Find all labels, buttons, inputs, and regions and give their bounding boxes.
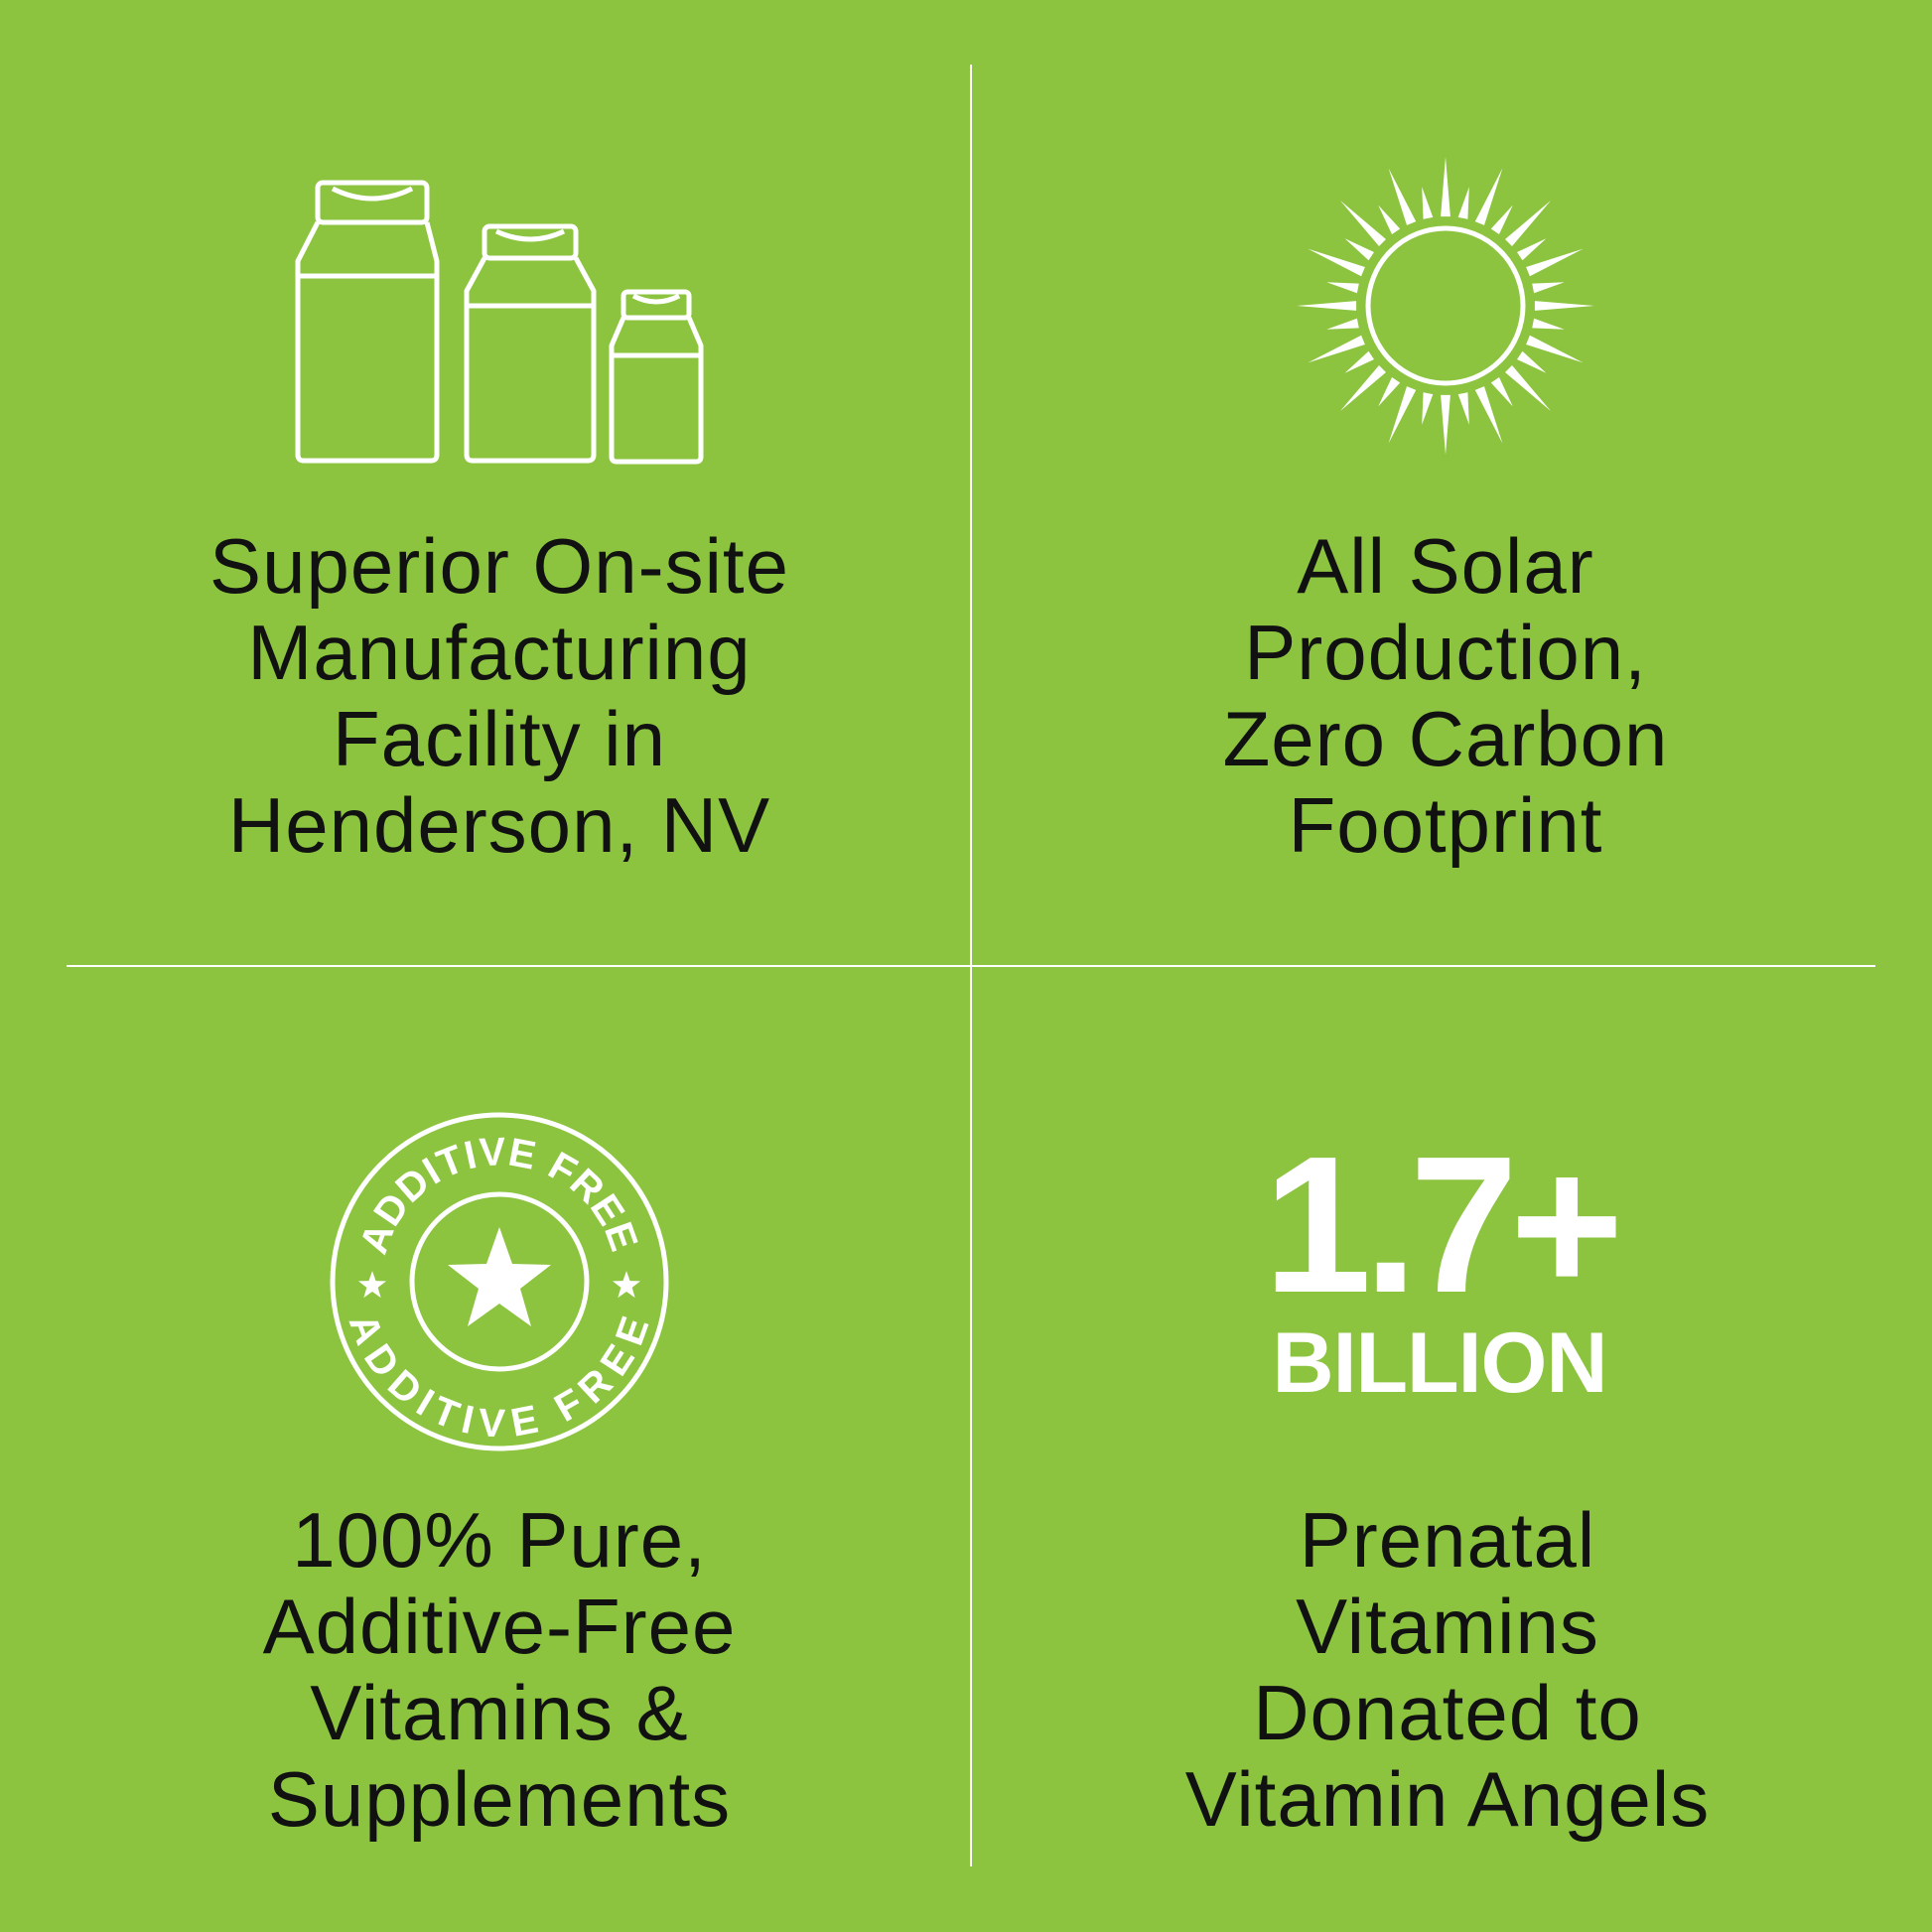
caption-line: Manufacturing bbox=[247, 609, 752, 696]
sun-ray bbox=[1339, 200, 1386, 246]
sun-ray bbox=[1378, 377, 1401, 407]
sun-ray bbox=[1474, 386, 1503, 444]
sun-ray bbox=[1297, 301, 1357, 311]
sun-ray bbox=[1339, 365, 1386, 412]
sun-ray bbox=[1457, 187, 1469, 219]
sun-ray bbox=[1422, 392, 1434, 425]
sun-ray bbox=[1422, 187, 1434, 219]
sun-ray bbox=[1505, 365, 1552, 412]
sun-ray bbox=[1388, 168, 1417, 225]
sun-ray bbox=[1308, 335, 1365, 363]
badge-text-bottom: ADDITIVE FREE bbox=[341, 1309, 656, 1447]
caption-line: Additive-Free bbox=[262, 1583, 737, 1670]
caption-line: Zero Carbon bbox=[1222, 695, 1669, 782]
sun-ray bbox=[1326, 282, 1359, 294]
sun-ray bbox=[1517, 350, 1547, 373]
caption-line: Vitamin Angels bbox=[1184, 1755, 1711, 1843]
sun-ray bbox=[1490, 377, 1513, 407]
sun-ray bbox=[1378, 205, 1401, 234]
sun-ray bbox=[1344, 238, 1374, 261]
sun-ray bbox=[1526, 248, 1584, 277]
caption-line: Henderson, NV bbox=[227, 781, 771, 869]
stat-value: 1.7+ bbox=[1263, 1116, 1624, 1333]
stat-unit: BILLION bbox=[1272, 1315, 1608, 1411]
sun-ray bbox=[1532, 282, 1565, 294]
manufacturing-caption: Superior On-site Manufacturing Facility … bbox=[53, 523, 946, 869]
caption-line: Prenatal bbox=[1299, 1496, 1596, 1584]
sun-ray bbox=[1388, 386, 1417, 444]
sun-ray bbox=[1457, 392, 1469, 425]
caption-line: All Solar bbox=[1297, 522, 1594, 610]
additive-free-caption: 100% Pure, Additive-Free Vitamins & Supp… bbox=[53, 1497, 946, 1843]
sun-ray bbox=[1526, 335, 1584, 363]
sun-icon bbox=[1297, 157, 1594, 455]
sun-ray bbox=[1532, 318, 1565, 330]
caption-line: Superior On-site bbox=[209, 522, 789, 610]
donation-caption: Prenatal Vitamins Donated to Vitamin Ang… bbox=[1001, 1497, 1894, 1843]
sun-ray bbox=[1308, 248, 1365, 277]
sun-ray bbox=[1534, 301, 1594, 311]
caption-line: 100% Pure, bbox=[292, 1496, 707, 1584]
caption-line: Supplements bbox=[267, 1755, 732, 1843]
caption-line: Vitamins & bbox=[310, 1669, 689, 1756]
jars-icon bbox=[295, 180, 704, 465]
sun-ray bbox=[1441, 394, 1450, 455]
caption-line: Footprint bbox=[1288, 781, 1603, 869]
caption-line: Production, bbox=[1244, 609, 1647, 696]
sun-ray bbox=[1517, 238, 1547, 261]
sun-ray bbox=[1505, 200, 1552, 246]
additive-free-badge-icon: ADDITIVE FREE ADDITIVE FREE bbox=[330, 1112, 669, 1451]
sun-ray bbox=[1326, 318, 1359, 330]
caption-line: Donated to bbox=[1253, 1669, 1642, 1756]
sun-ray bbox=[1474, 168, 1503, 225]
sun-ray bbox=[1344, 350, 1374, 373]
horizontal-divider bbox=[67, 965, 1875, 967]
sun-ray bbox=[1490, 205, 1513, 234]
sun-ray bbox=[1441, 157, 1450, 217]
caption-line: Facility in bbox=[332, 695, 667, 782]
caption-line: Vitamins bbox=[1296, 1583, 1599, 1670]
star-icon bbox=[448, 1227, 551, 1326]
svg-text:ADDITIVE FREE: ADDITIVE FREE bbox=[341, 1309, 659, 1447]
solar-caption: All Solar Production, Zero Carbon Footpr… bbox=[999, 523, 1892, 869]
star-icon bbox=[612, 1271, 641, 1299]
star-icon bbox=[357, 1271, 387, 1299]
